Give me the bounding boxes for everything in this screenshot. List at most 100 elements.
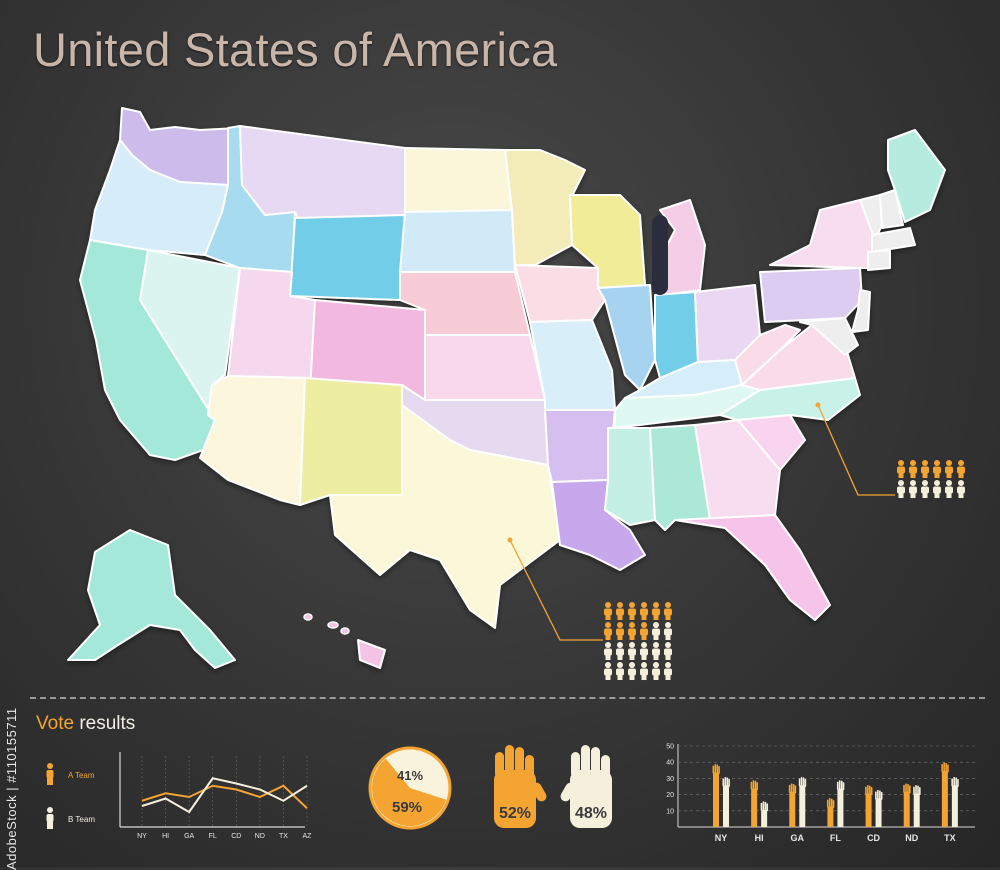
bar-nd-a-team: [903, 783, 911, 827]
person-icon: [652, 602, 660, 620]
team-b-person-icon: [46, 807, 54, 829]
person-icon: [628, 622, 636, 640]
person-icon: [604, 602, 612, 620]
bar-nd-b-team: [913, 785, 921, 827]
x-tick-label: CD: [867, 833, 880, 843]
person-icon: [921, 480, 929, 498]
state-hawaii[interactable]: [357, 639, 386, 669]
state-texas[interactable]: [329, 404, 561, 629]
person-icon: [957, 480, 965, 498]
bar-ga-a-team: [788, 783, 797, 827]
pie-slice-a-team: [371, 758, 447, 827]
bar-hi-a-team: [750, 780, 759, 827]
person-icon: [909, 460, 917, 478]
x-tick-label: TX: [279, 833, 288, 840]
person-icon: [652, 662, 660, 680]
person-icon: [664, 602, 672, 620]
person-icon: [664, 662, 672, 680]
x-tick-label: HI: [162, 833, 169, 840]
bar-ga-b-team: [798, 776, 807, 827]
hawaii-small-islands: [303, 613, 350, 635]
line-series-a-team: [141, 784, 308, 809]
bar-hi-b-team: [760, 801, 769, 827]
state-new-hampshire[interactable]: [879, 189, 904, 229]
bar-ny-b-team: [722, 776, 730, 827]
callout-texas: [507, 537, 672, 680]
team-a-person-icon: [46, 763, 54, 785]
hand-a-team-label: 52%: [499, 805, 531, 822]
state-iowa[interactable]: [514, 264, 606, 323]
person-icon: [628, 642, 636, 660]
bar-fl-b-team: [836, 780, 845, 827]
person-icon: [957, 460, 965, 478]
x-tick-label: GA: [791, 833, 805, 843]
state-florida[interactable]: [674, 514, 831, 621]
x-tick-label: TX: [944, 833, 956, 843]
person-icon: [909, 480, 917, 498]
person-icon: [664, 642, 672, 660]
state-new-jersey[interactable]: [851, 289, 871, 333]
state-west-virginia[interactable]: [734, 324, 801, 386]
x-tick-label: NY: [715, 833, 728, 843]
person-icon: [616, 642, 624, 660]
x-tick-label: GA: [184, 833, 194, 840]
state-connecticut[interactable]: [867, 249, 891, 271]
person-icon: [897, 480, 905, 498]
hand-b-team-icon: [560, 745, 612, 828]
person-icon: [640, 622, 648, 640]
state-alaska[interactable]: [67, 529, 236, 669]
person-icon: [933, 460, 941, 478]
pie-label-a-team: 59%: [392, 799, 422, 816]
x-tick-label: AZ: [303, 833, 313, 840]
bar-cd-a-team: [865, 785, 873, 827]
x-tick-label: ND: [255, 833, 265, 840]
state-massachusetts[interactable]: [871, 227, 916, 253]
person-icon: [652, 622, 660, 640]
line-series-b-team: [141, 777, 308, 814]
lake-michigan: [652, 215, 668, 295]
x-tick-label: FL: [209, 833, 217, 840]
x-tick-label: ND: [905, 833, 918, 843]
state-maryland[interactable]: [799, 317, 859, 356]
y-tick-label: 50: [666, 744, 674, 751]
person-icon: [664, 622, 672, 640]
bar-tx-b-team: [951, 776, 959, 827]
section-divider: [30, 697, 985, 699]
state-pennsylvania[interactable]: [759, 267, 863, 323]
callout-north-carolina: [815, 402, 965, 498]
page-title: United States of America: [33, 23, 558, 76]
hand-a-team-icon: [494, 745, 547, 828]
person-icon: [640, 642, 648, 660]
x-tick-label: HI: [755, 833, 764, 843]
person-icon: [652, 642, 660, 660]
person-icon: [616, 622, 624, 640]
vote-title-rest: results: [74, 713, 136, 734]
us-map: [67, 107, 965, 680]
bar-cd-b-team: [875, 789, 883, 827]
x-tick-label: FL: [830, 833, 841, 843]
person-icon: [945, 460, 953, 478]
person-icon: [933, 480, 941, 498]
bar-tx-a-team: [941, 762, 949, 827]
person-icon: [640, 662, 648, 680]
person-icon: [628, 602, 636, 620]
x-tick-label: CD: [231, 833, 241, 840]
person-icon: [640, 602, 648, 620]
callout-line: [817, 404, 895, 496]
person-icon: [604, 642, 612, 660]
state-maine[interactable]: [887, 129, 946, 223]
person-icon: [616, 662, 624, 680]
legend-a-team-label: A Team: [68, 771, 95, 780]
bar-fl-a-team: [826, 797, 835, 827]
person-icon: [604, 622, 612, 640]
bar-ny-a-team: [712, 763, 720, 827]
y-tick-label: 10: [666, 808, 674, 815]
person-icon: [628, 662, 636, 680]
person-icon: [945, 480, 953, 498]
people-grid-texas: [604, 602, 672, 680]
callout-line: [509, 539, 603, 641]
x-tick-label: NY: [137, 833, 147, 840]
